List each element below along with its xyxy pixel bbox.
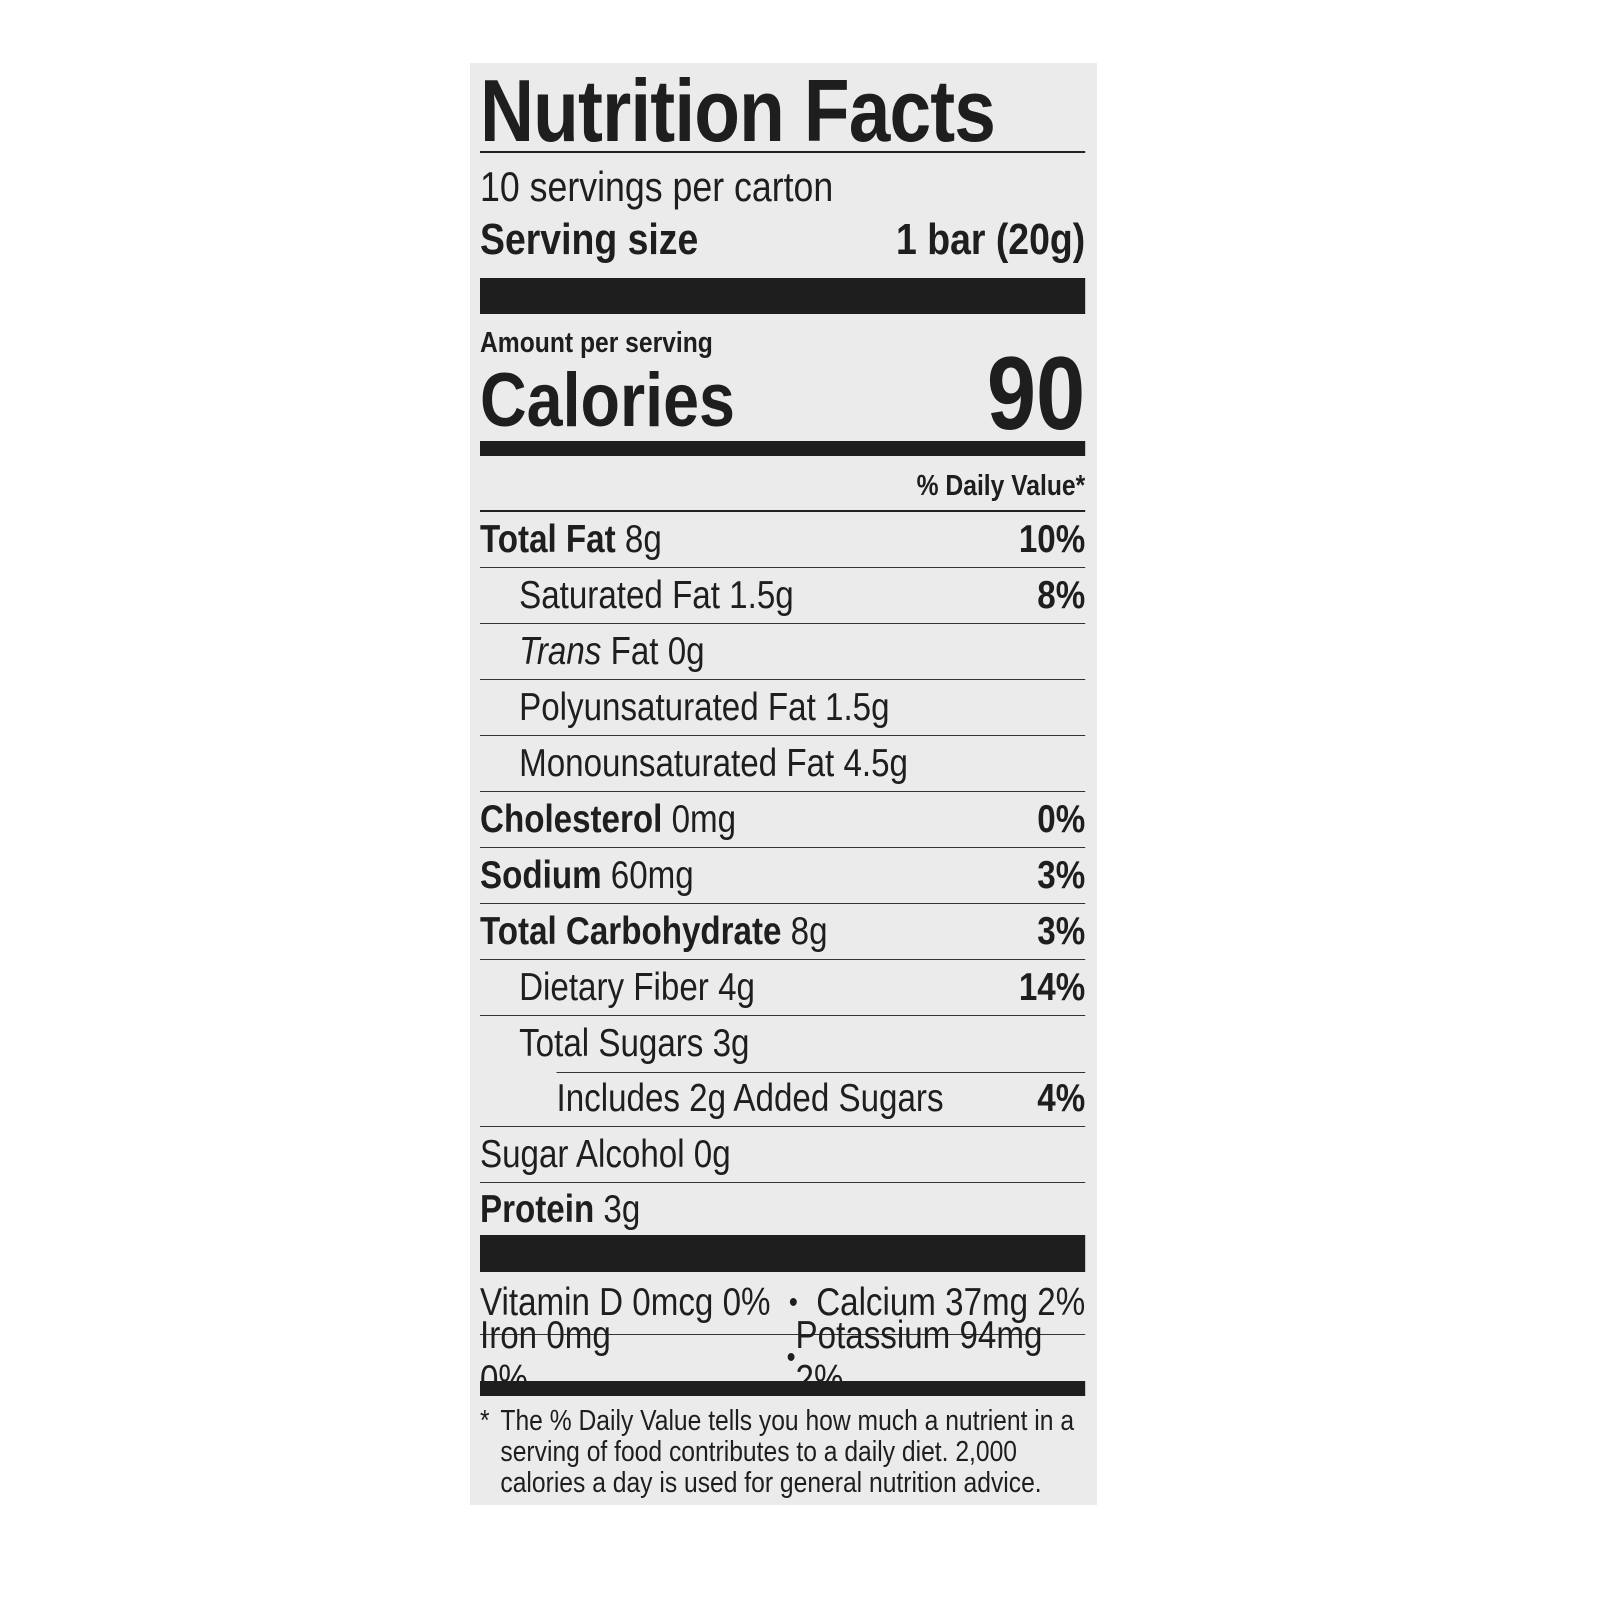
calories-row: Calories 90 — [480, 342, 1085, 446]
nutrient-row: Total Sugars 3g — [480, 1016, 1086, 1073]
nutrient-name: Monounsaturated Fat — [519, 742, 835, 785]
thick-divider — [480, 278, 1086, 314]
nutrient-amount: 3g — [603, 1187, 641, 1231]
calories-label: Calories — [480, 358, 735, 443]
nutrient-row: Monounsaturated Fat 4.5g — [480, 736, 1086, 792]
nutrient-name: Total Sugars — [519, 1022, 704, 1065]
nutrient-name-amount: Includes 2g Added Sugars — [480, 1071, 944, 1126]
medium-divider — [480, 441, 1086, 456]
serving-size-value: 1 bar (20g) — [896, 215, 1086, 264]
nutrient-name: Saturated Fat — [519, 574, 720, 617]
nutrient-row: Dietary Fiber 4g 14% — [480, 960, 1086, 1016]
nutrient-name: Protein — [480, 1187, 595, 1231]
nutrient-name-amount: Sugar Alcohol 0g — [480, 1127, 731, 1182]
bullet: • — [788, 1286, 798, 1319]
nutrient-list: Total Fat 8g 10% Saturated Fat 1.5g 8% Trans… — [480, 512, 1086, 1235]
daily-value-header: % Daily Value* — [480, 456, 1086, 512]
servings-per-container: 10 servings per carton — [480, 163, 834, 210]
potassium: Potassium 94mg 2% — [795, 1314, 1043, 1401]
nutrition-facts-label: Nutrition Facts 10 servings per carton S… — [480, 63, 1086, 1499]
nutrient-row: Trans Fat 0g — [480, 624, 1086, 680]
nutrient-name-amount: Total Carbohydrate 8g — [480, 904, 828, 959]
nutrient-name-amount: Monounsaturated Fat 4.5g — [480, 736, 908, 791]
nutrient-name: Trans — [519, 630, 602, 673]
nutrient-row: Cholesterol 0mg 0% — [480, 792, 1086, 848]
nutrient-amount: Fat 0g — [610, 630, 705, 673]
nutrient-name-amount: Sodium 60mg — [480, 848, 694, 903]
calcium: Calcium 37mg 2% — [816, 1281, 1086, 1324]
nutrient-name: Total Fat — [480, 518, 616, 561]
nutrient-amount: 4.5g — [843, 742, 908, 785]
serving-size: Serving size 1 bar (20g) — [480, 211, 1085, 271]
nutrient-name: Polyunsaturated Fat — [519, 686, 816, 729]
vitamin-row: Vitamin D 0mcg 0% • Calcium 37mg 2% — [480, 1272, 1086, 1335]
nutrient-name-amount: Saturated Fat 1.5g — [480, 568, 794, 623]
nutrient-name: Sugar Alcohol — [480, 1133, 685, 1176]
nutrient-row: Saturated Fat 1.5g 8% — [480, 568, 1086, 624]
nutrient-name-amount: Cholesterol 0mg — [480, 792, 736, 847]
medium-divider — [480, 1381, 1086, 1396]
nutrient-row: Total Carbohydrate 8g 3% — [480, 904, 1086, 960]
nutrient-name: Dietary Fiber — [519, 966, 709, 1009]
nutrient-amount: 0mg — [671, 798, 737, 841]
nutrient-daily-value: 8% — [1037, 574, 1086, 617]
nutrient-name: Includes 2g Added Sugars — [556, 1077, 944, 1120]
nutrient-row: Protein 3g — [480, 1183, 1085, 1235]
nutrient-daily-value: 4% — [1037, 1077, 1086, 1120]
nutrient-name-amount: Dietary Fiber 4g — [480, 960, 755, 1015]
nutrient-amount: 1.5g — [729, 574, 794, 617]
footnote-marker: * — [480, 1405, 490, 1437]
nutrient-amount: 0g — [693, 1133, 731, 1176]
nutrient-amount: 3g — [712, 1022, 750, 1065]
iron: Iron 0mg 0% — [480, 1314, 611, 1401]
nutrient-row: Sodium 60mg 3% — [480, 848, 1086, 904]
amount-per-serving: Amount per serving — [480, 327, 713, 359]
nutrient-name: Total Carbohydrate — [480, 910, 782, 953]
nutrient-daily-value: 14% — [1018, 966, 1086, 1009]
nutrient-daily-value: 0% — [1037, 798, 1086, 841]
nutrient-daily-value: 3% — [1037, 910, 1086, 953]
nutrient-amount: 8g — [624, 518, 662, 561]
nutrient-amount: 4g — [718, 966, 755, 1009]
nutrient-row: Total Fat 8g 10% — [480, 512, 1086, 568]
calories-value: 90 — [986, 336, 1086, 452]
bullet: • — [786, 1341, 796, 1374]
label-title: Nutrition Facts — [480, 63, 1086, 159]
thick-divider — [480, 1235, 1086, 1272]
nutrient-name-amount: Total Fat 8g — [480, 512, 662, 567]
nutrient-amount: 1.5g — [825, 686, 890, 729]
nutrient-name-amount: Trans Fat 0g — [480, 624, 705, 679]
vitamin-d: Vitamin D 0mcg 0% — [480, 1281, 771, 1324]
nutrient-name: Sodium — [480, 854, 602, 897]
nutrient-amount: 8g — [790, 910, 828, 953]
nutrient-daily-value: 3% — [1037, 854, 1086, 897]
nutrient-name: Cholesterol — [480, 798, 663, 841]
vitamin-row: Iron 0mg 0% • Potassium 94mg 2% — [480, 1314, 1085, 1401]
nutrient-name-amount: Polyunsaturated Fat 1.5g — [480, 680, 890, 735]
footnote-text: The % Daily Value tells you how much a n… — [500, 1405, 1075, 1499]
nutrient-row: Sugar Alcohol 0g — [480, 1127, 1086, 1183]
serving-size-label: Serving size — [480, 215, 699, 264]
nutrient-daily-value: 10% — [1018, 518, 1086, 561]
nutrient-amount: 60mg — [610, 854, 694, 897]
footnote: * The % Daily Value tells you how much a… — [480, 1396, 1085, 1499]
nutrient-row: Polyunsaturated Fat 1.5g — [480, 680, 1086, 736]
nutrient-name-amount: Protein 3g — [480, 1182, 640, 1237]
indented-divider — [556, 1071, 1086, 1073]
nutrient-row: Includes 2g Added Sugars 4% — [480, 1071, 1086, 1127]
nutrient-name-amount: Total Sugars 3g — [480, 1016, 749, 1071]
